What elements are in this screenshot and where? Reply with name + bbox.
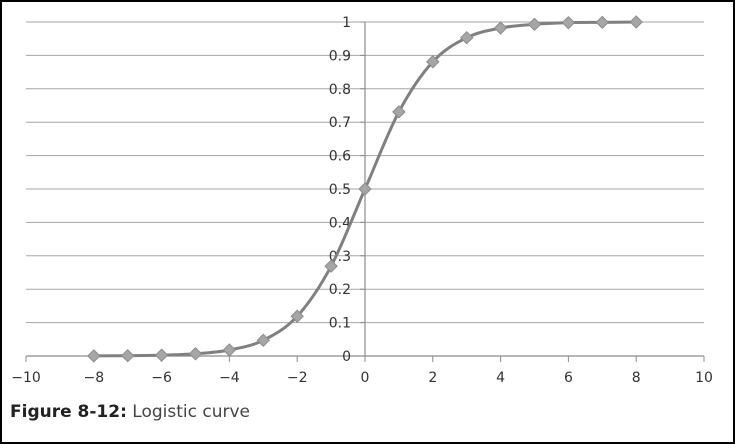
data-point-diamond <box>392 105 406 119</box>
data-point-diamond <box>188 347 203 361</box>
data-point-diamond <box>120 348 135 363</box>
x-tick-label: −8 <box>83 370 104 386</box>
caption-text: Logistic curve <box>132 402 251 422</box>
y-tick-label: 0.8 <box>329 82 351 98</box>
data-point-diamond <box>358 182 372 196</box>
y-tick-label: 0.5 <box>329 182 351 198</box>
x-tick-label: 0 <box>361 370 370 386</box>
data-point-diamond <box>595 15 610 30</box>
y-tick-label: 0.7 <box>329 115 351 131</box>
data-point-diamond <box>493 21 508 35</box>
x-tick-label: 8 <box>632 370 641 386</box>
x-tick-label: −2 <box>287 370 308 386</box>
logistic-chart: −10 −8 −6 −4 −2 0 2 4 6 8 1000.10.20.30.40.50.60.7… <box>11 15 713 386</box>
figure-caption: Figure 8-12: Logistic curve <box>10 402 250 422</box>
y-tick-label: 0.1 <box>329 316 351 332</box>
data-point-diamond <box>561 15 576 30</box>
data-point-diamond <box>527 17 542 32</box>
caption-label: Figure 8-12: <box>10 402 127 422</box>
data-point-diamond <box>222 343 237 357</box>
tick-labels: −10 −8 −6 −4 −2 0 2 4 6 8 1000.10.20.30.40.50.60.7… <box>11 15 713 386</box>
x-tick-label: −4 <box>219 370 240 386</box>
data-point-diamond <box>629 15 643 29</box>
data-point-diamond <box>324 259 338 273</box>
x-tick-label: −10 <box>11 370 41 386</box>
data-point-diamond <box>459 30 474 45</box>
x-tick-label: −6 <box>151 370 172 386</box>
data-point-diamond <box>87 349 101 363</box>
y-tick-label: 0 <box>342 349 351 365</box>
y-tick-label: 0.9 <box>329 48 351 64</box>
data-point-diamond <box>256 333 271 348</box>
y-tick-label: 0.6 <box>329 149 351 165</box>
data-point-diamond <box>154 348 169 362</box>
x-tick-label: 10 <box>695 370 713 386</box>
y-tick-label: 0.4 <box>329 215 351 231</box>
y-tick-label: 0.2 <box>329 282 351 298</box>
data-point-diamond <box>290 309 304 323</box>
x-tick-label: 2 <box>428 370 437 386</box>
x-tick-label: 4 <box>496 370 505 386</box>
series <box>87 15 643 363</box>
y-tick-label: 1 <box>342 15 351 31</box>
data-point-diamond <box>426 55 440 69</box>
x-tick-label: 6 <box>564 370 573 386</box>
